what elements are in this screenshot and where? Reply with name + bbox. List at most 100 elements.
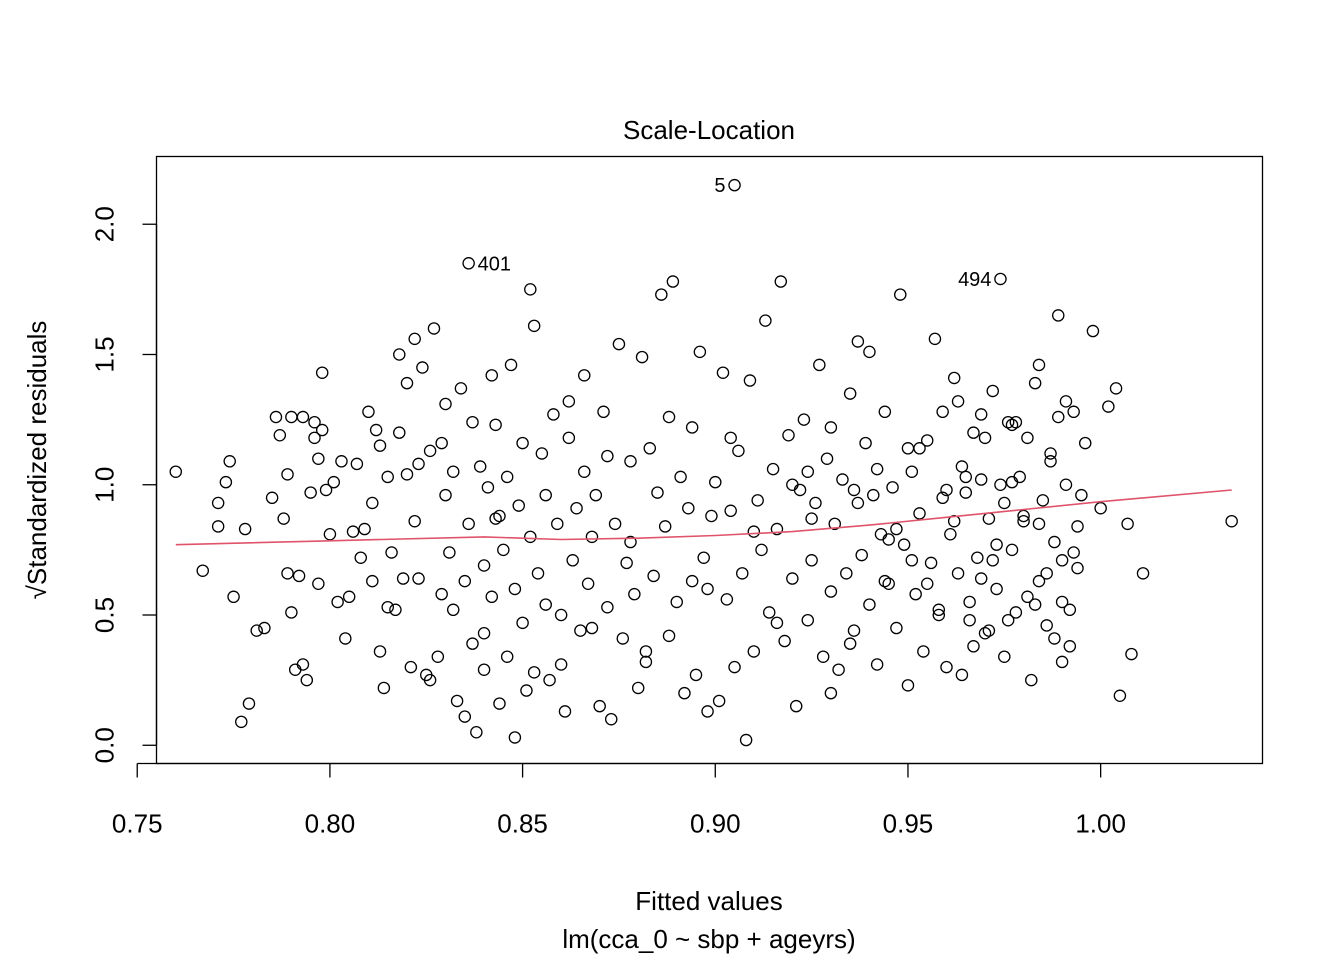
data-point — [936, 405, 949, 419]
data-point — [1028, 376, 1042, 390]
data-point — [439, 488, 452, 502]
data-point — [878, 405, 892, 419]
data-point — [728, 660, 741, 674]
data-point — [300, 673, 314, 687]
data-point — [886, 481, 899, 494]
data-point — [963, 613, 976, 627]
data-point — [847, 624, 861, 637]
data-point — [682, 501, 695, 515]
data-point — [581, 577, 595, 590]
data-point — [497, 543, 510, 557]
data-point — [462, 517, 475, 531]
data-point — [500, 470, 514, 484]
data-point — [342, 590, 356, 604]
data-point — [601, 449, 614, 463]
data-point — [585, 530, 599, 544]
point-labels: 5 401 494 — [478, 175, 992, 291]
data-point — [1063, 603, 1077, 617]
data-point — [801, 613, 815, 627]
data-point — [227, 590, 240, 604]
data-point — [932, 608, 946, 622]
data-point — [512, 499, 525, 512]
data-point — [747, 525, 761, 538]
y-tick-label: 1.0 — [90, 467, 120, 503]
data-point — [408, 332, 421, 346]
data-point — [1059, 478, 1073, 491]
data-point — [824, 686, 838, 700]
data-point — [824, 421, 838, 434]
data-point — [739, 733, 753, 747]
data-point — [369, 423, 383, 437]
data-point — [951, 567, 965, 580]
data-point — [1005, 543, 1019, 557]
data-point — [265, 491, 279, 505]
data-point — [674, 470, 687, 484]
data-point — [562, 431, 576, 445]
data-point — [998, 496, 1011, 510]
data-point — [350, 457, 364, 471]
data-point — [982, 624, 996, 637]
data-point — [1044, 447, 1057, 460]
data-point — [389, 603, 402, 617]
data-point — [1005, 418, 1019, 432]
data-point — [277, 512, 290, 525]
data-point — [766, 462, 780, 476]
point-label: 401 — [478, 253, 511, 275]
data-point — [689, 668, 703, 682]
y-tick-label: 2.0 — [90, 206, 120, 242]
data-point — [358, 522, 371, 536]
data-point — [285, 606, 298, 619]
data-point — [516, 436, 529, 450]
data-point — [955, 668, 969, 682]
data-point — [859, 436, 872, 450]
data-point — [1094, 501, 1107, 515]
data-point — [770, 616, 784, 630]
data-point — [481, 481, 495, 494]
data-point — [1009, 606, 1023, 619]
data-point — [400, 468, 414, 481]
data-point — [570, 501, 583, 515]
data-point — [1075, 488, 1088, 502]
data-point — [978, 626, 992, 640]
data-point — [732, 444, 745, 458]
data-point — [493, 697, 506, 710]
data-point — [373, 439, 387, 452]
data-point — [574, 624, 587, 637]
data-point — [1032, 574, 1046, 588]
data-point — [813, 358, 826, 372]
data-point — [323, 527, 337, 541]
data-point — [736, 567, 749, 580]
data-point — [1052, 410, 1065, 424]
data-point — [678, 686, 691, 700]
data-point — [366, 496, 379, 510]
data-point — [947, 371, 961, 385]
data-point — [1028, 598, 1042, 611]
data-point — [770, 522, 784, 536]
data-point — [477, 559, 491, 572]
data-point — [258, 621, 271, 635]
data-point — [1032, 517, 1046, 531]
data-point — [508, 731, 522, 744]
data-point — [524, 283, 537, 296]
data-point — [477, 663, 491, 676]
data-point — [1040, 567, 1053, 580]
data-point — [936, 491, 949, 505]
data-point — [416, 361, 429, 374]
data-point — [897, 538, 911, 551]
data-point — [805, 554, 818, 567]
data-point — [832, 663, 845, 676]
data-point — [458, 574, 472, 588]
data-point — [685, 421, 699, 434]
data-point — [1040, 619, 1053, 632]
data-point — [786, 572, 799, 585]
data-point — [986, 384, 999, 398]
data-point — [597, 405, 610, 419]
data-point — [539, 598, 552, 611]
data-point — [747, 645, 761, 658]
data-point — [851, 335, 865, 348]
data-point — [477, 626, 491, 640]
x-tick-label: 1.00 — [1075, 809, 1126, 839]
data-point — [755, 543, 768, 557]
data-point — [1063, 640, 1077, 653]
data-point — [296, 410, 310, 424]
